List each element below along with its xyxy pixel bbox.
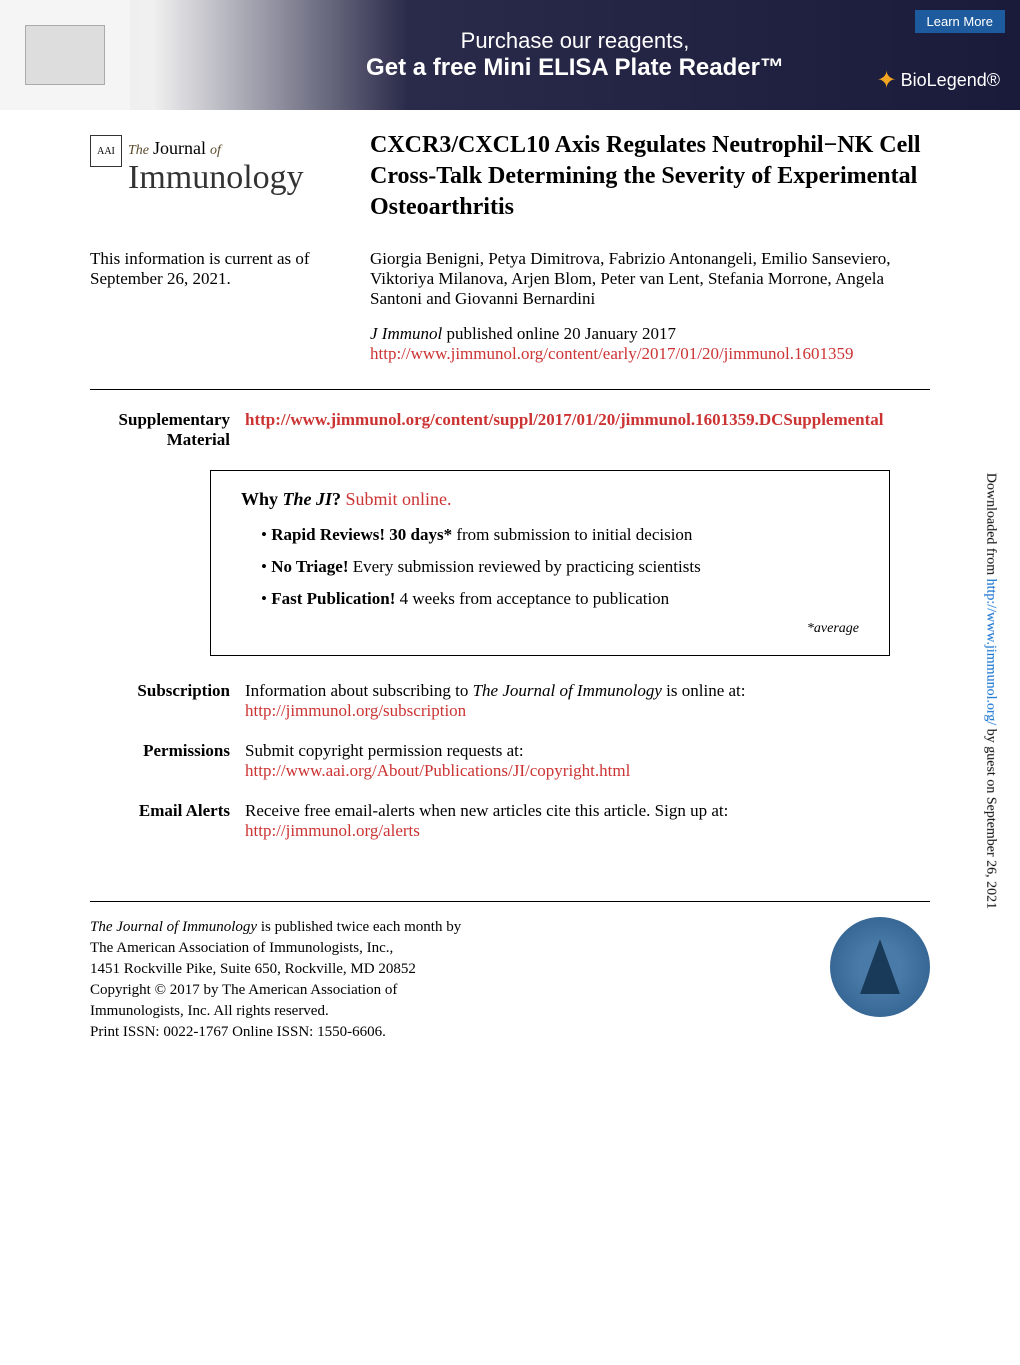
subscription-suffix: is online at: — [662, 681, 746, 700]
footer-l5: Immunologists, Inc. All rights reserved. — [90, 1003, 329, 1019]
why-suffix: ? — [332, 489, 346, 509]
citation-text: published online 20 January 2017 — [442, 324, 676, 343]
article-title: CXCR3/CXCL10 Axis Regulates Neutrophil−N… — [370, 130, 930, 224]
permissions-label: Permissions — [90, 741, 245, 781]
side-prefix: Downloaded from — [983, 472, 998, 578]
learn-more-button[interactable]: Learn More — [915, 10, 1005, 33]
why-item-1-rest: from submission to initial decision — [452, 525, 692, 544]
journal-immunology: Immunology — [128, 159, 370, 197]
why-prefix: Why — [241, 489, 283, 509]
plate-reader-icon — [25, 25, 105, 85]
aai-seal-icon — [830, 917, 930, 1017]
side-suffix: by guest on September 26, 2021 — [983, 725, 998, 909]
authors: Giorgia Benigni, Petya Dimitrova, Fabriz… — [370, 249, 930, 309]
journal-the: The — [128, 143, 149, 158]
footer-em: The Journal of Immunology — [90, 919, 257, 935]
why-item-3-rest: 4 weeks from acceptance to publication — [395, 589, 669, 608]
footer-text: The Journal of Immunology is published t… — [90, 917, 461, 1043]
subscription-prefix: Information about subscribing to — [245, 681, 473, 700]
permissions-text: Submit copyright permission requests at: — [245, 741, 524, 760]
why-em: The JI — [283, 489, 333, 509]
why-item-2: No Triage! Every submission reviewed by … — [261, 557, 859, 577]
citation-journal: J Immunol — [370, 324, 442, 343]
why-item-2-rest: Every submission reviewed by practicing … — [348, 557, 700, 576]
email-alerts-text: Receive free email-alerts when new artic… — [245, 801, 728, 820]
journal-word: Journal — [153, 138, 206, 158]
subscription-em: The Journal of Immunology — [473, 681, 662, 700]
subscription-link[interactable]: http://jimmunol.org/subscription — [245, 701, 466, 720]
subscription-label: Subscription — [90, 681, 245, 721]
footer-l2: The American Association of Immunologist… — [90, 940, 393, 956]
current-info: This information is current as of Septem… — [90, 249, 370, 364]
why-item-3-bold: Fast Publication! — [271, 589, 395, 608]
footer-divider — [90, 901, 930, 902]
why-item-1: Rapid Reviews! 30 days* from submission … — [261, 525, 859, 545]
banner-brand[interactable]: ✦ BioLegend® — [877, 66, 1000, 95]
permissions-link[interactable]: http://www.aai.org/About/Publications/JI… — [245, 761, 630, 780]
banner-line-1: Purchase our reagents, — [130, 28, 1020, 54]
why-item-2-bold: No Triage! — [271, 557, 348, 576]
citation-link[interactable]: http://www.jimmunol.org/content/early/20… — [370, 344, 854, 363]
supplementary-label: Supplementary Material — [90, 410, 245, 450]
promo-banner: Learn More Purchase our reagents, Get a … — [0, 0, 1020, 110]
average-note: *average — [241, 621, 859, 637]
divider — [90, 389, 930, 390]
why-list: Rapid Reviews! 30 days* from submission … — [261, 525, 859, 609]
why-item-1-bold: Rapid Reviews! 30 days* — [271, 525, 452, 544]
star-icon: ✦ — [877, 66, 897, 95]
footer-l4: Copyright © 2017 by The American Associa… — [90, 982, 397, 998]
why-ji-title: Why The JI? Submit online. — [241, 489, 859, 510]
banner-product-image — [0, 0, 130, 110]
submit-online-link[interactable]: Submit online. — [346, 489, 452, 509]
supplementary-link[interactable]: http://www.jimmunol.org/content/suppl/20… — [245, 410, 884, 429]
email-alerts-link[interactable]: http://jimmunol.org/alerts — [245, 821, 420, 840]
side-link[interactable]: http://www.jimmunol.org/ — [983, 578, 998, 725]
footer-l3: 1451 Rockville Pike, Suite 650, Rockvill… — [90, 961, 416, 977]
journal-logo: AAI The Journal of Immunology — [90, 130, 370, 197]
aai-seal — [830, 917, 930, 1017]
journal-of: of — [210, 143, 221, 158]
download-attribution: Downloaded from http://www.jimmunol.org/… — [982, 472, 998, 908]
why-ji-box: Why The JI? Submit online. Rapid Reviews… — [210, 470, 890, 656]
aai-badge-icon: AAI — [90, 135, 122, 167]
brand-name: BioLegend® — [901, 70, 1000, 91]
footer-l6: Print ISSN: 0022-1767 Online ISSN: 1550-… — [90, 1024, 386, 1040]
email-alerts-label: Email Alerts — [90, 801, 245, 841]
why-item-3: Fast Publication! 4 weeks from acceptanc… — [261, 589, 859, 609]
footer-l1: is published twice each month by — [257, 919, 461, 935]
